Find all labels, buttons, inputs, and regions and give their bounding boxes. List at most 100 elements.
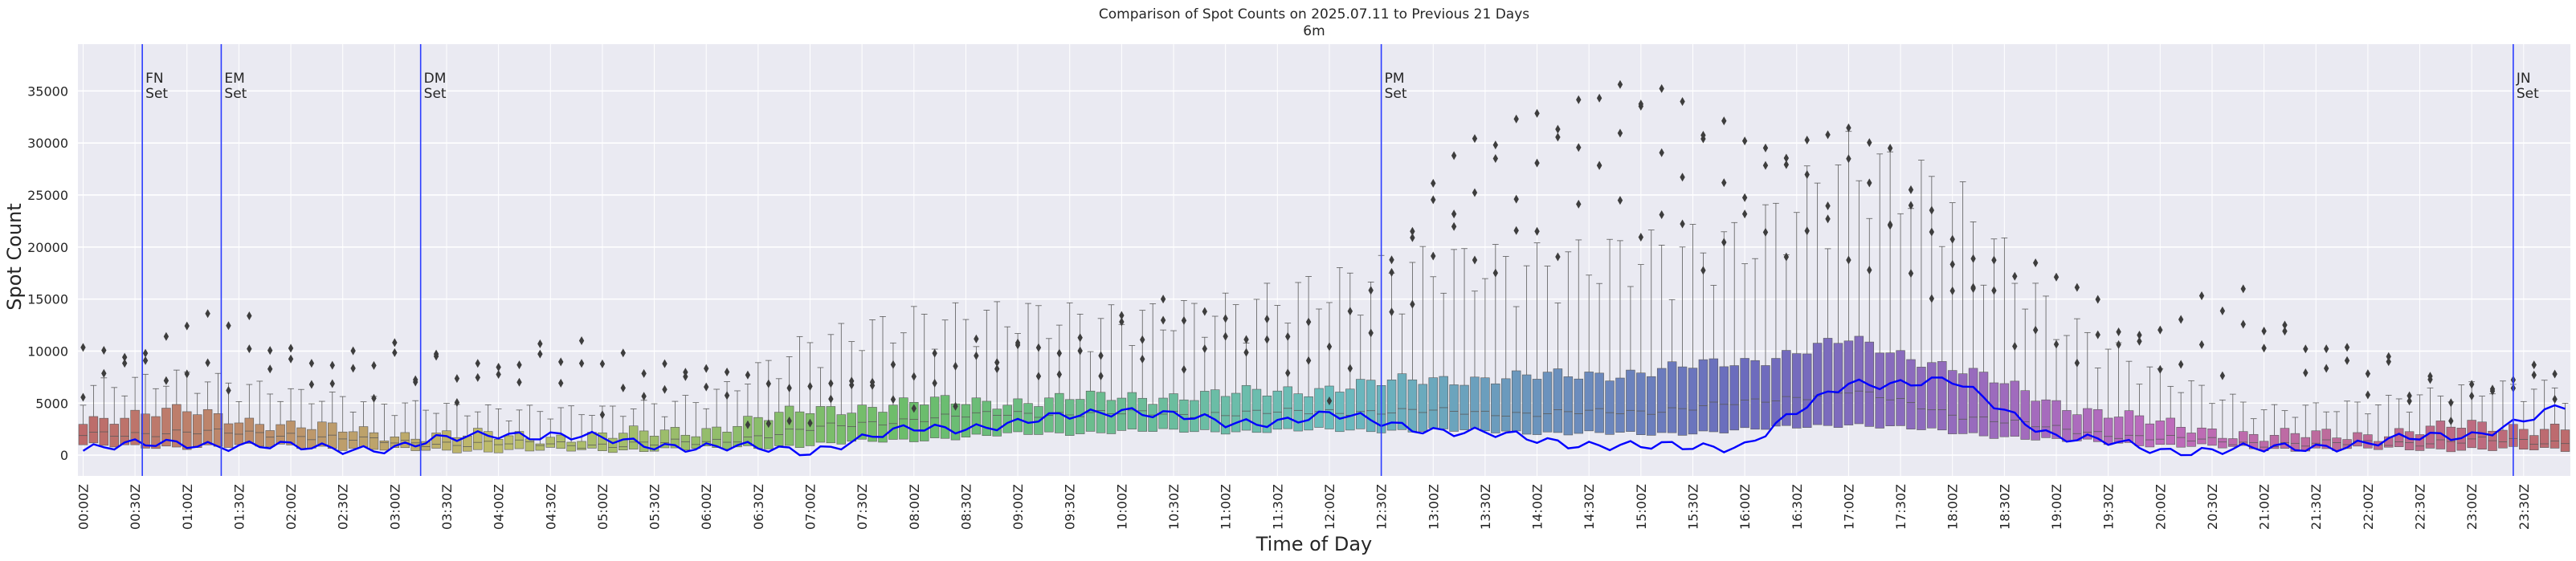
box-body [1968, 368, 1978, 433]
y-tick-label: 35000 [27, 83, 68, 99]
x-tick-label: 05:30Z [647, 484, 663, 530]
box-85 [961, 319, 971, 437]
box-45 [545, 418, 556, 448]
x-tick-label: 18:00Z [1945, 484, 1961, 530]
box-30 [390, 415, 400, 448]
box-19 [276, 400, 285, 445]
box-body [1200, 391, 1210, 430]
outlier-point [2407, 396, 2412, 406]
box-body [1927, 362, 1937, 429]
box-body [1117, 397, 1127, 431]
box-body [1958, 373, 1968, 434]
box-body [1812, 343, 1823, 425]
box-body [2072, 414, 2082, 441]
box-body [1947, 370, 1958, 434]
box-body [1511, 370, 1521, 432]
outlier-point [2032, 325, 2039, 335]
outlier-point [828, 379, 834, 388]
x-tick-label: 19:30Z [2101, 484, 2117, 530]
outlier-point [1617, 79, 1623, 89]
box-body [722, 431, 732, 450]
outlier-point [1472, 134, 1478, 144]
outlier-point [1700, 266, 1706, 275]
outlier-point [142, 356, 149, 365]
box-body [2155, 421, 2166, 445]
box-body [940, 395, 950, 439]
box-194 [2092, 368, 2103, 442]
outlier-point [1825, 214, 1831, 224]
box-body [1917, 367, 1926, 430]
outlier-point [2012, 342, 2018, 352]
box-body [483, 431, 493, 453]
box-67 [774, 378, 784, 446]
chart-subtitle: 6m [1303, 23, 1325, 39]
box-10 [182, 372, 192, 450]
x-tick-label: 15:30Z [1685, 484, 1700, 530]
box-body [473, 428, 483, 450]
outlier-point [1305, 356, 1312, 365]
outlier-point [2303, 368, 2309, 377]
marker-label: EM [224, 71, 244, 87]
y-axis-label: Spot Count [3, 203, 26, 310]
box-23 [317, 400, 327, 447]
outlier-point [662, 384, 667, 394]
box-118 [1304, 276, 1313, 431]
box-160 [1740, 263, 1749, 429]
box-158 [1719, 231, 1729, 433]
box-206 [2218, 399, 2227, 449]
box-111 [1231, 304, 1241, 433]
outlier-point [2303, 344, 2309, 354]
box-body [909, 401, 919, 442]
box-body [2186, 433, 2196, 447]
outlier-point [974, 351, 979, 360]
x-tick-label: 00:30Z [128, 484, 143, 530]
box-body [78, 424, 88, 445]
box-body [1761, 365, 1770, 430]
outlier-point [1804, 136, 1810, 145]
box-193 [2083, 331, 2092, 440]
x-tick-label: 01:30Z [231, 484, 247, 530]
box-16 [244, 384, 255, 444]
marker-label: Set [145, 86, 168, 102]
box-100 [1117, 323, 1127, 431]
x-tick-label: 02:00Z [284, 484, 299, 530]
box-body [2529, 435, 2539, 450]
outlier-point [371, 360, 377, 370]
box-body [1574, 378, 1583, 434]
outlier-point [2344, 343, 2350, 352]
outlier-point [2261, 327, 2267, 336]
outlier-point [890, 360, 896, 369]
box-77 [878, 315, 888, 443]
outlier-point [1513, 194, 1519, 204]
box-55 [649, 403, 659, 452]
outlier-point [2282, 320, 2288, 330]
outlier-point [2448, 416, 2454, 425]
box-20 [286, 388, 296, 445]
outlier-point [745, 420, 751, 429]
x-tick-label: 11:00Z [1219, 484, 1234, 530]
outlier-point [724, 391, 730, 400]
box-body [1802, 353, 1812, 428]
outlier-point [2178, 360, 2184, 369]
box-39 [483, 404, 493, 453]
box-body [1366, 380, 1376, 433]
box-51 [608, 405, 618, 453]
outlier-point [163, 376, 169, 385]
box-body [255, 424, 264, 447]
outlier-point [1741, 193, 1748, 202]
outlier-point [1638, 232, 1644, 242]
box-59 [691, 402, 701, 449]
box-body [1241, 384, 1251, 431]
box-182 [1968, 222, 1978, 433]
outlier-point [1389, 307, 1394, 317]
box-127 [1397, 313, 1407, 430]
box-body [504, 435, 514, 450]
box-216 [2321, 411, 2331, 449]
outlier-point [1929, 205, 1935, 215]
outlier-point [1970, 284, 1976, 294]
outlier-point [786, 384, 792, 393]
box-body [2051, 400, 2061, 439]
y-tick-label: 0 [60, 448, 68, 463]
